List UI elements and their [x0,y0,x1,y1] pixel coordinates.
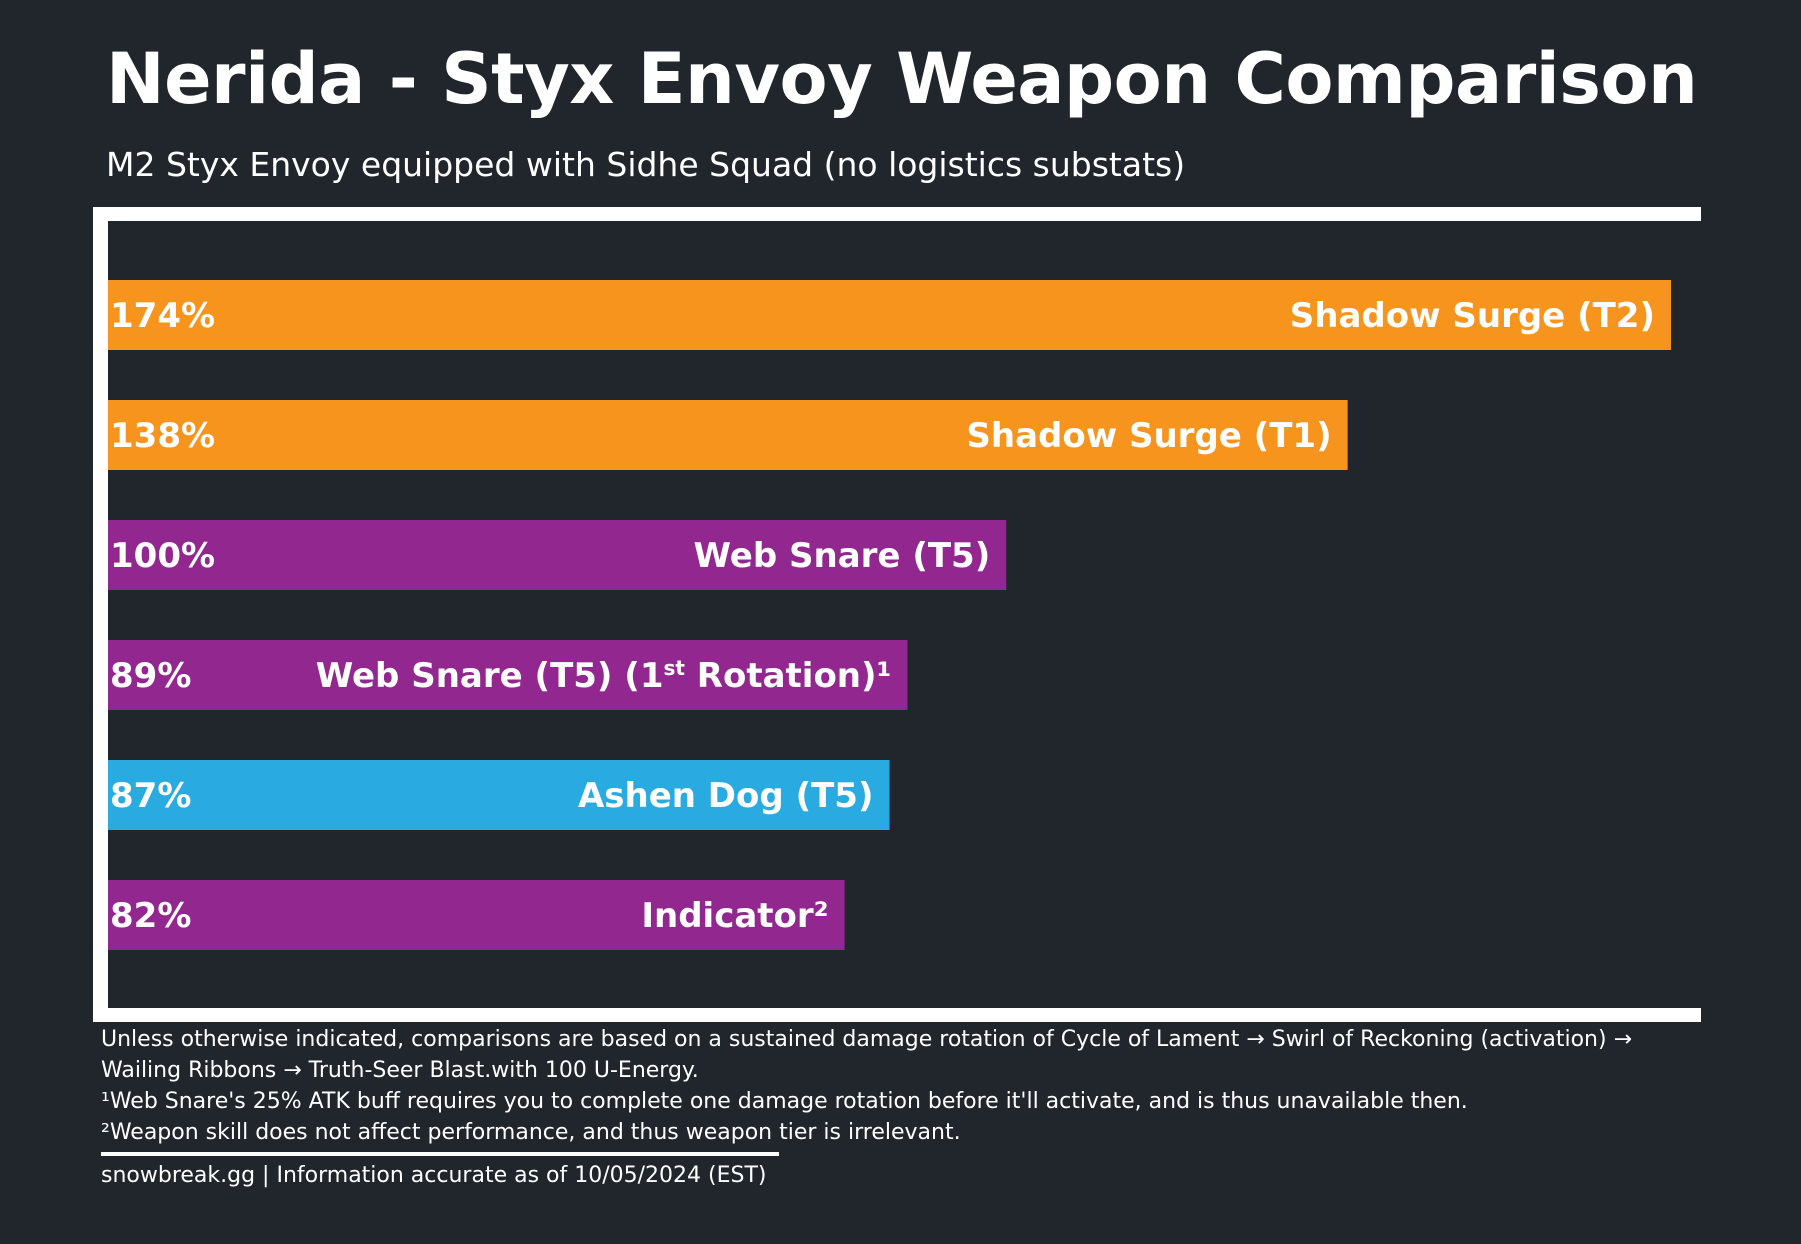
bar [108,400,1348,470]
footer-divider [101,1152,779,1156]
bar-chart: 174% Shadow Surge (T2) 138% Shadow Surge (T… [108,280,1671,950]
bar [108,280,1671,350]
bar [108,640,908,710]
source-credit: snowbreak.gg | Information accurate as o… [101,1163,767,1188]
frame-bottom-border [93,1008,1701,1022]
bar [108,880,845,950]
footnotes: Unless otherwise indicated, comparisons … [101,1024,1721,1148]
footnote-1: ¹Web Snare's 25% ATK buff requires you t… [101,1089,1468,1114]
bar-value-label: 87% [110,776,191,816]
chart-subtitle: M2 Styx Envoy equipped with Sidhe Squad … [106,145,1186,184]
bar-value-label: 82% [110,896,191,936]
note-rotation-line-2: Wailing Ribbons → Truth-Seer Blast.with … [101,1058,699,1083]
chart-frame: 174% Shadow Surge (T2) 138% Shadow Surge (T… [93,207,1701,1022]
bar-category-label: Shadow Surge (T1) [966,416,1331,456]
bar-category-label: Indicator² [641,896,828,936]
chart-title: Nerida - Styx Envoy Weapon Comparison [106,38,1698,120]
bar-category-label: Ashen Dog (T5) [578,776,874,816]
bar [108,760,890,830]
frame-left-border [93,207,108,1022]
bar [108,520,1007,590]
bar-category-label: Web Snare (T5) [694,536,991,576]
note-rotation-line-1: Unless otherwise indicated, comparisons … [101,1027,1633,1052]
bar-value-label: 174% [110,296,215,336]
bar-category-label: Shadow Surge (T2) [1290,296,1655,336]
bar-value-label: 100% [110,536,215,576]
footnote-2: ²Weapon skill does not affect performanc… [101,1120,961,1145]
frame-top-border [93,207,1701,221]
bar-value-label: 138% [110,416,215,456]
bar-category-label: Web Snare (T5) (1st Rotation)¹ [316,656,892,696]
bar-value-label: 89% [110,656,191,696]
